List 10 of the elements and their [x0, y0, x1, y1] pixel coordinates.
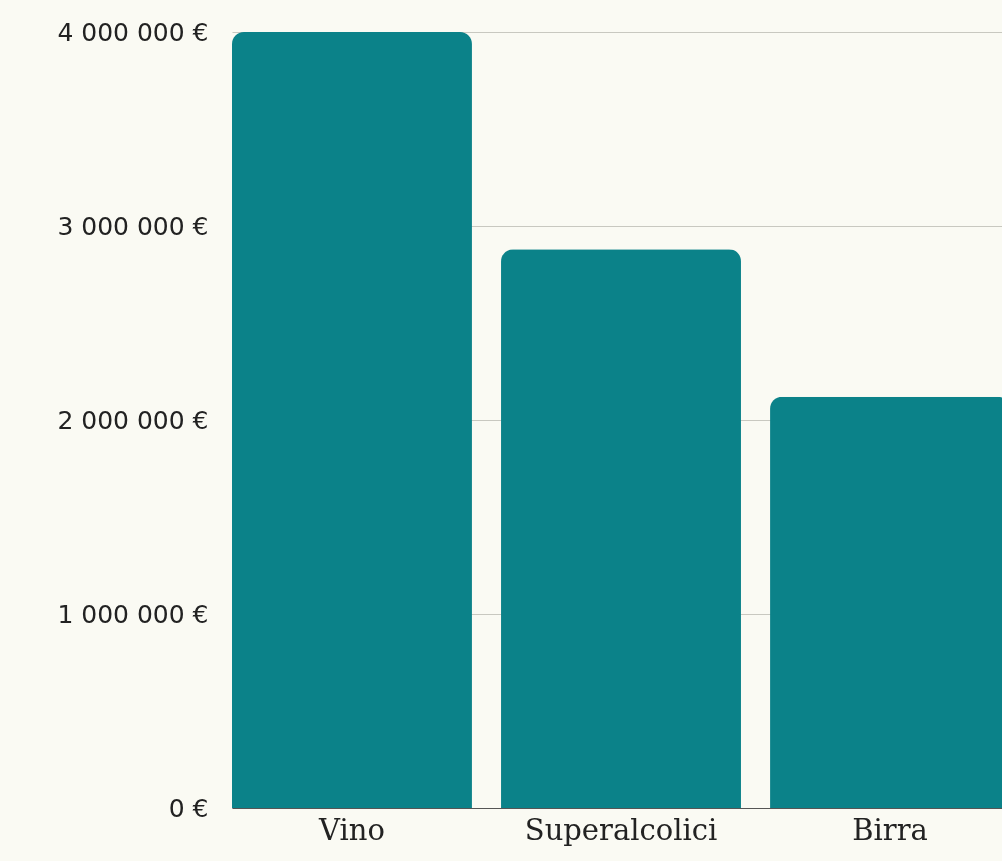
- y-tick-label: 2 000 000 €: [57, 405, 209, 435]
- bar: [501, 249, 741, 808]
- x-tick-label: Vino: [318, 812, 385, 847]
- bar: [232, 32, 472, 808]
- x-tick-label: Birra: [852, 812, 928, 847]
- x-tick-label: Superalcolici: [524, 812, 718, 847]
- y-tick-label: 1 000 000 €: [57, 599, 209, 629]
- y-tick-label: 3 000 000 €: [57, 211, 209, 241]
- y-tick-label: 0 €: [168, 793, 209, 823]
- y-tick-label: 4 000 000 €: [57, 17, 209, 47]
